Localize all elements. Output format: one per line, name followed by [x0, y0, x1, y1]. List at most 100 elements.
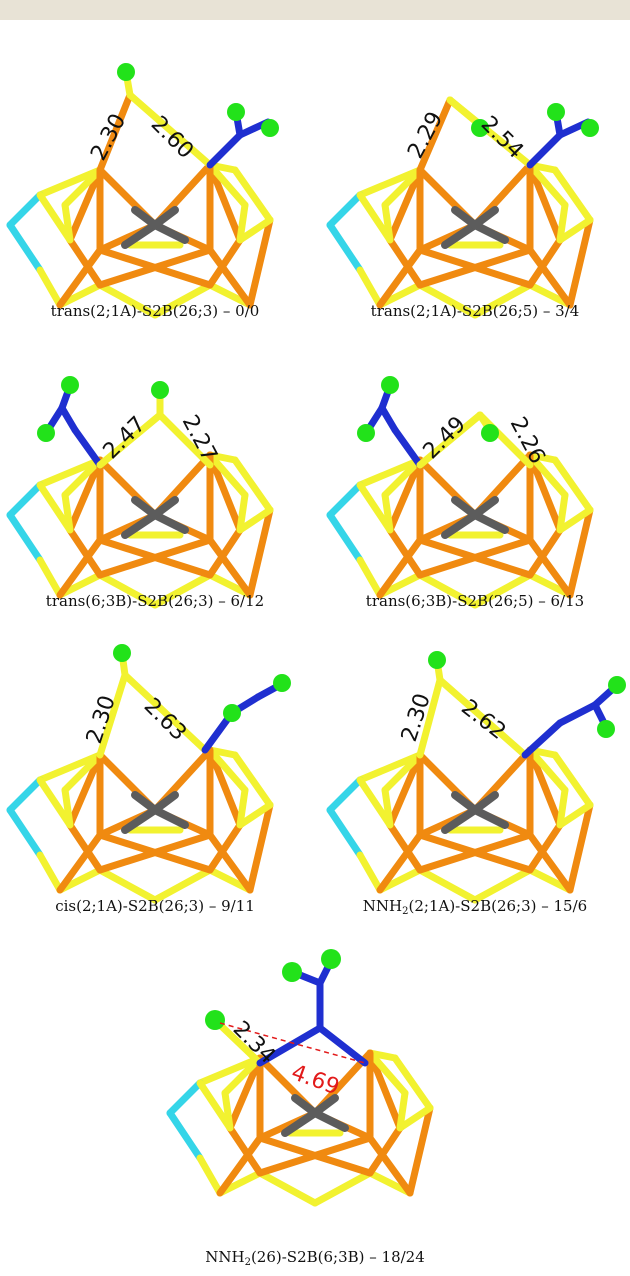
iron-sulfur-bond	[226, 1124, 264, 1177]
hydrogen-atom	[608, 676, 626, 694]
sulfur-bond	[556, 786, 569, 829]
iron-sulfur-bond	[66, 821, 104, 874]
sulfur-bond	[356, 556, 384, 599]
hydrogen-atom	[223, 704, 241, 722]
sulfur-bond	[61, 491, 74, 534]
iron-sulfur-bond	[566, 216, 594, 309]
sulfur-bond	[6, 776, 44, 814]
sulfur-bond	[326, 191, 364, 229]
hydrogen-atom	[357, 424, 375, 442]
iron-sulfur-bond	[206, 831, 254, 894]
ligand-group	[96, 644, 291, 759]
iron-sulfur-bond	[246, 216, 274, 309]
sulfur-bond	[36, 266, 64, 309]
sulfur-bond	[166, 1109, 204, 1162]
sulfur-bond	[326, 776, 364, 814]
sulfur-bond	[61, 456, 104, 499]
sulfur-bond	[61, 751, 104, 794]
sulfur-bond	[151, 571, 214, 609]
iron-sulfur-bond	[206, 451, 244, 534]
ligand-group	[37, 376, 214, 469]
caption: trans(6;3B)-S2B(26;5) – 6/13	[365, 592, 585, 610]
sulfur-bond	[356, 191, 394, 244]
hydrogen-atom	[205, 1010, 225, 1030]
hydrogen-atom	[151, 381, 169, 399]
hydrogen-atom	[261, 119, 279, 137]
iron-sulfur-bond	[526, 161, 564, 244]
iron-sulfur-bond	[386, 821, 424, 874]
sulfur-bond	[196, 1154, 224, 1197]
sulfur-bond	[221, 1054, 264, 1097]
caption: cis(2;1A)-S2B(26;3) – 9/11	[55, 897, 255, 915]
carbide-bond	[471, 496, 499, 519]
iron-sulfur-bond	[216, 1134, 264, 1197]
iron-sulfur-bond	[376, 831, 424, 894]
sulfur-bond	[236, 786, 249, 829]
figure: 2.30 2.60 trans(2;1A)-S2B(26;3) – 0/0 2.…	[0, 20, 630, 1276]
hydrogen-atom	[113, 644, 131, 662]
cluster-core	[6, 451, 274, 609]
molecule-7: 2.34 4.69	[166, 949, 434, 1207]
sulfur-bond	[206, 451, 249, 499]
iron-sulfur-bond	[56, 246, 104, 309]
hydrogen-atom	[227, 103, 245, 121]
iron-sulfur-bond	[416, 536, 534, 579]
cluster-core	[166, 1049, 434, 1207]
sulfur-bond	[36, 191, 74, 244]
iron-sulfur-bond	[526, 526, 564, 579]
iron-sulfur-bond	[526, 246, 574, 309]
hydrogen-atom	[481, 424, 499, 442]
sulfur-bond	[551, 166, 594, 224]
sulfur-bond	[231, 166, 274, 224]
iron-sulfur-bond	[386, 166, 424, 244]
iron-sulfur-bond	[366, 1049, 404, 1132]
carbide-bond	[441, 221, 479, 249]
caption: trans(2;1A)-S2B(26;3) – 0/0	[50, 302, 260, 320]
cluster-core	[326, 161, 594, 319]
panel-5: 2.30 2.63 cis(2;1A)-S2B(26;3) – 9/11	[0, 625, 310, 925]
carbide-bond	[451, 206, 479, 229]
sulfur-bond	[556, 201, 569, 244]
sulfur-bond	[471, 866, 534, 904]
carbide-bond	[451, 791, 479, 814]
iron-sulfur-bond	[96, 536, 214, 579]
sulfur-bond	[36, 751, 104, 784]
carbide-bond	[151, 496, 179, 519]
iron-sulfur-bond	[526, 746, 564, 829]
sulfur-bond	[356, 851, 384, 894]
iron-sulfur-bond	[386, 526, 424, 579]
bond-length-left: 2.30	[86, 110, 131, 165]
iron-sulfur-bond	[386, 751, 424, 829]
carbide-bond	[441, 806, 479, 834]
hydrogen-atom	[581, 119, 599, 137]
iron-sulfur-bond	[386, 236, 424, 289]
sulfur-bond	[381, 456, 424, 499]
iron-sulfur-bond	[566, 801, 594, 894]
iron-sulfur-bond	[66, 526, 104, 579]
sulfur-bond	[231, 751, 274, 809]
sulfur-bond	[326, 221, 364, 274]
molecule-2: 2.29 2.54	[326, 96, 599, 319]
sulfur-bond	[231, 456, 274, 514]
hydrogen-atom	[428, 651, 446, 669]
carbide-bond	[151, 206, 179, 229]
sulfur-bond	[381, 201, 394, 244]
carbide-bond	[131, 206, 159, 229]
sulfur-bond	[326, 481, 364, 519]
sulfur-bond	[36, 166, 104, 199]
molecule-5: 2.30 2.63	[6, 644, 291, 904]
sulfur-bond	[166, 1079, 204, 1117]
iron-sulfur-bond	[66, 236, 104, 289]
sulfur-bond	[6, 191, 44, 229]
sulfur-bond	[61, 786, 74, 829]
sulfur-bond	[256, 1169, 319, 1207]
bond-length-right: 2.63	[139, 694, 191, 746]
sulfur-bond	[36, 851, 64, 894]
sulfur-bond	[61, 201, 74, 244]
sulfur-bond	[36, 481, 74, 534]
iron-sulfur-bond	[206, 236, 244, 289]
sulfur-bond	[526, 161, 569, 209]
carbide-bond	[471, 806, 509, 829]
carbide-bond	[151, 221, 189, 244]
caption: NNH2(2;1A)-S2B(26;3) – 15/6	[362, 897, 588, 917]
